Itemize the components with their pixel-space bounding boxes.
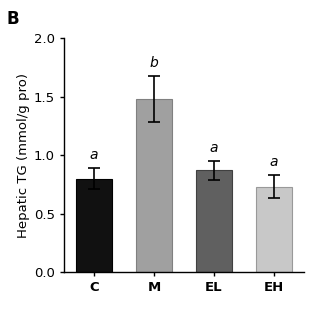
Text: b: b bbox=[150, 56, 158, 70]
Text: a: a bbox=[210, 141, 218, 155]
Bar bbox=[76, 179, 112, 272]
Bar bbox=[196, 170, 232, 272]
Text: a: a bbox=[90, 148, 98, 162]
Y-axis label: Hepatic TG (mmol/g pro): Hepatic TG (mmol/g pro) bbox=[17, 73, 30, 238]
Bar bbox=[136, 99, 172, 272]
Text: B: B bbox=[6, 10, 19, 28]
Text: a: a bbox=[270, 155, 278, 169]
Bar bbox=[256, 187, 292, 272]
